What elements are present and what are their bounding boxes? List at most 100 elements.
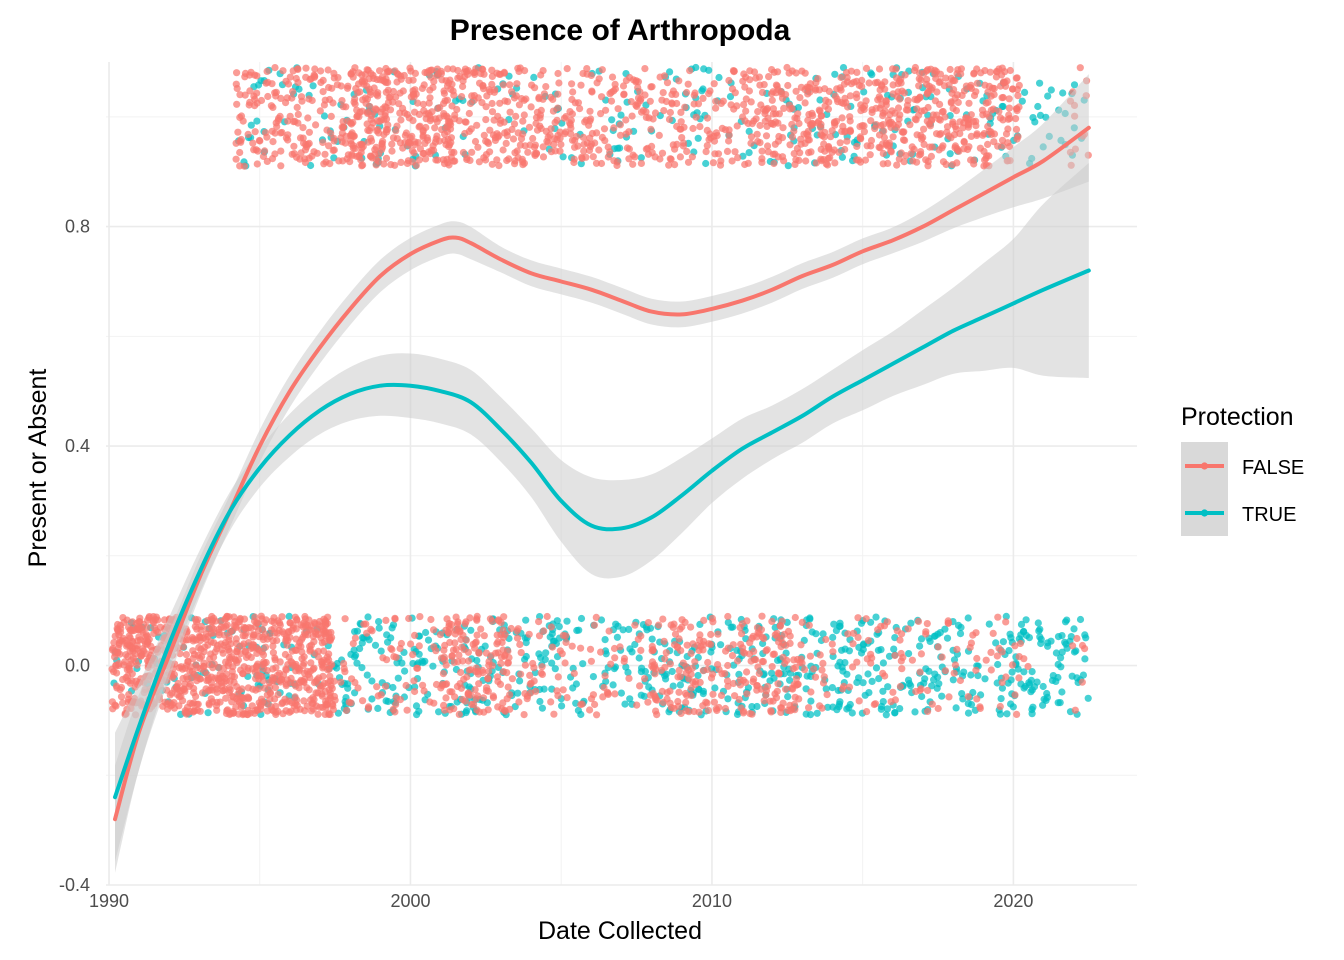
point-false-absent: [532, 687, 540, 695]
point-false-present: [742, 107, 750, 115]
point-true-absent: [382, 697, 390, 705]
point-false-absent: [437, 654, 446, 662]
point-false-absent: [225, 659, 233, 667]
point-false-present: [539, 153, 548, 161]
point-false-absent: [644, 619, 653, 627]
point-true-absent: [934, 673, 942, 681]
point-true-absent: [882, 711, 890, 719]
point-true-absent: [994, 660, 1002, 669]
point-false-present: [284, 136, 292, 144]
point-false-present: [881, 85, 889, 93]
point-true-absent: [864, 670, 872, 678]
point-false-absent: [924, 707, 932, 716]
point-false-absent: [124, 677, 132, 685]
point-true-absent: [375, 624, 383, 632]
point-false-present: [729, 67, 738, 75]
point-true-absent: [985, 620, 993, 628]
point-false-present: [293, 103, 301, 111]
point-false-present: [415, 156, 423, 164]
point-false-present: [563, 65, 571, 73]
point-false-present: [517, 135, 526, 143]
point-false-absent: [495, 617, 503, 625]
point-false-absent: [956, 676, 965, 685]
point-false-absent: [526, 680, 534, 688]
point-false-present: [1012, 115, 1020, 123]
point-false-absent: [144, 638, 152, 646]
point-false-present: [973, 79, 982, 87]
point-false-absent: [208, 618, 216, 626]
point-true-absent: [1022, 631, 1031, 640]
point-false-present: [264, 92, 272, 101]
point-false-absent: [998, 678, 1006, 687]
point-false-absent: [691, 658, 699, 666]
point-false-absent: [267, 703, 275, 711]
point-false-absent: [222, 677, 230, 685]
point-false-present: [725, 126, 733, 134]
point-false-present: [567, 130, 575, 138]
point-false-present: [320, 101, 328, 109]
point-false-absent: [269, 649, 277, 657]
point-false-absent: [241, 648, 249, 656]
point-true-absent: [668, 667, 676, 676]
point-false-absent: [388, 646, 396, 654]
point-true-absent: [744, 684, 753, 692]
point-false-present: [915, 75, 923, 83]
point-false-absent: [768, 617, 776, 626]
point-true-absent: [753, 702, 761, 711]
point-false-absent: [301, 631, 309, 639]
point-false-present: [734, 154, 742, 162]
y-tick-label: 0.0: [65, 656, 90, 676]
point-false-absent: [234, 656, 242, 664]
point-true-present: [530, 73, 538, 81]
point-false-absent: [310, 664, 318, 672]
point-false-absent: [513, 634, 522, 642]
point-true-absent: [1070, 625, 1078, 633]
point-false-absent: [659, 615, 667, 623]
point-false-absent: [641, 675, 649, 683]
point-false-absent: [114, 620, 122, 629]
point-true-present: [794, 104, 803, 112]
point-true-present: [784, 162, 792, 170]
point-false-present: [756, 81, 764, 89]
point-false-absent: [325, 686, 333, 694]
point-false-absent: [337, 678, 345, 686]
point-false-absent: [504, 659, 512, 667]
point-false-present: [680, 123, 688, 131]
point-false-present: [857, 107, 865, 115]
point-false-present: [967, 111, 975, 119]
point-false-present: [833, 95, 841, 103]
point-false-absent: [973, 695, 981, 703]
point-false-absent: [829, 648, 837, 656]
point-false-present: [863, 142, 871, 150]
point-false-present: [506, 108, 514, 116]
point-false-absent: [292, 635, 300, 643]
point-false-absent: [535, 618, 543, 626]
point-true-absent: [1020, 668, 1028, 676]
point-false-absent: [648, 642, 656, 651]
point-false-present: [957, 70, 965, 78]
point-true-absent: [368, 695, 376, 703]
point-false-absent: [391, 614, 399, 622]
point-false-absent: [682, 669, 690, 677]
point-true-absent: [358, 664, 366, 672]
point-false-absent: [259, 625, 267, 634]
point-false-present: [656, 73, 664, 81]
point-false-present: [825, 143, 833, 151]
point-false-absent: [973, 654, 981, 663]
point-false-absent: [222, 622, 230, 631]
point-false-absent: [853, 658, 861, 666]
point-true-absent: [1054, 633, 1063, 641]
point-false-absent: [786, 639, 794, 648]
point-true-absent: [645, 683, 653, 691]
point-false-absent: [314, 630, 322, 639]
point-false-present: [325, 142, 333, 150]
point-false-absent: [281, 695, 289, 703]
point-false-present: [705, 90, 713, 98]
point-false-absent: [321, 710, 329, 719]
x-axis-title: Date Collected: [538, 917, 702, 945]
point-false-present: [790, 127, 798, 135]
point-false-present: [819, 156, 828, 164]
point-false-absent: [786, 632, 794, 640]
smooth-line-true: [113, 268, 1091, 800]
point-false-absent: [493, 640, 501, 648]
